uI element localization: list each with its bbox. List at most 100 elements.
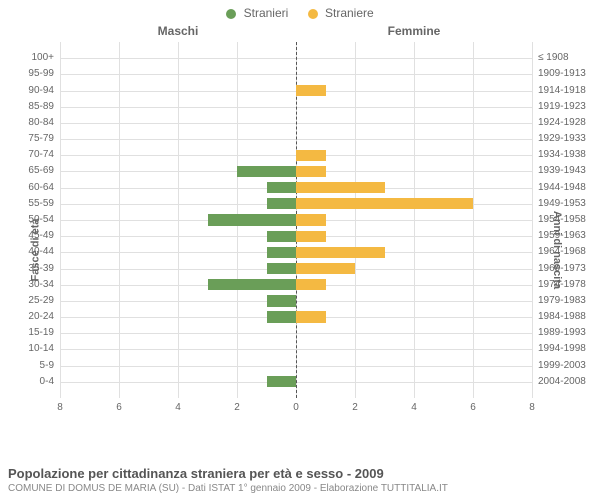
age-row: 0-42004-2008 <box>60 374 532 390</box>
chart-area: Maschi Femmine 100+≤ 190895-991909-19139… <box>60 24 532 418</box>
age-label: 80-84 <box>28 118 60 128</box>
bar-female <box>296 214 326 225</box>
bar-female <box>296 150 326 161</box>
caption: Popolazione per cittadinanza straniera p… <box>8 466 592 494</box>
age-row: 70-741934-1938 <box>60 147 532 163</box>
age-row: 55-591949-1953 <box>60 196 532 212</box>
legend-item-female: Straniere <box>308 6 374 20</box>
age-row: 10-141994-1998 <box>60 341 532 357</box>
age-row: 50-541954-1958 <box>60 212 532 228</box>
x-tick-label: 4 <box>411 402 417 413</box>
bar-male <box>267 376 297 387</box>
x-tick-label: 6 <box>470 402 476 413</box>
bar-female <box>296 166 326 177</box>
x-tick-label: 0 <box>293 402 299 413</box>
age-row: 85-891919-1923 <box>60 99 532 115</box>
bar-male <box>267 231 297 242</box>
legend-swatch-male <box>226 9 236 19</box>
age-label: 15-19 <box>28 328 60 338</box>
bar-female <box>296 85 326 96</box>
bar-female <box>296 311 326 322</box>
bar-male <box>267 295 297 306</box>
birth-year-label: 1939-1943 <box>532 166 586 176</box>
age-label: 20-24 <box>28 312 60 322</box>
bar-female <box>296 263 355 274</box>
birth-year-label: 1914-1918 <box>532 86 586 96</box>
birth-year-label: 1909-1913 <box>532 69 586 79</box>
age-label: 65-69 <box>28 166 60 176</box>
bar-female <box>296 247 385 258</box>
age-label: 75-79 <box>28 134 60 144</box>
legend-item-male: Stranieri <box>226 6 288 20</box>
bar-male <box>208 214 297 225</box>
birth-year-label: 2004-2008 <box>532 377 586 387</box>
birth-year-label: ≤ 1908 <box>532 53 569 63</box>
age-row: 100+≤ 1908 <box>60 50 532 66</box>
legend-label-female: Straniere <box>325 6 374 20</box>
bar-female <box>296 279 326 290</box>
birth-year-label: 1994-1998 <box>532 344 586 354</box>
age-label: 5-9 <box>40 361 60 371</box>
age-row: 20-241984-1988 <box>60 309 532 325</box>
birth-year-label: 1969-1973 <box>532 264 586 274</box>
birth-year-label: 1984-1988 <box>532 312 586 322</box>
age-row: 65-691939-1943 <box>60 163 532 179</box>
x-tick-label: 2 <box>352 402 358 413</box>
age-label: 10-14 <box>28 344 60 354</box>
bar-male <box>208 279 297 290</box>
bar-male <box>267 263 297 274</box>
age-row: 80-841924-1928 <box>60 115 532 131</box>
age-row: 25-291979-1983 <box>60 293 532 309</box>
legend-label-male: Stranieri <box>244 6 289 20</box>
bar-male <box>267 182 297 193</box>
age-label: 85-89 <box>28 102 60 112</box>
rows-container: 100+≤ 190895-991909-191390-941914-191885… <box>60 42 532 398</box>
birth-year-label: 1959-1963 <box>532 231 586 241</box>
age-label: 90-94 <box>28 86 60 96</box>
x-tick-label: 2 <box>234 402 240 413</box>
caption-title: Popolazione per cittadinanza straniera p… <box>8 466 592 481</box>
birth-year-label: 1979-1983 <box>532 296 586 306</box>
bar-female <box>296 182 385 193</box>
age-row: 60-641944-1948 <box>60 180 532 196</box>
birth-year-label: 1924-1928 <box>532 118 586 128</box>
x-tick-label: 4 <box>175 402 181 413</box>
bar-male <box>267 198 297 209</box>
birth-year-label: 1974-1978 <box>532 280 586 290</box>
bar-male <box>267 311 297 322</box>
caption-subtitle: COMUNE DI DOMUS DE MARIA (SU) - Dati IST… <box>8 483 592 494</box>
x-axis: 8 6 4 2 0 2 4 6 8 <box>60 400 532 418</box>
age-row: 95-991909-1913 <box>60 66 532 82</box>
birth-year-label: 1934-1938 <box>532 150 586 160</box>
age-label: 95-99 <box>28 69 60 79</box>
birth-year-label: 1919-1923 <box>532 102 586 112</box>
legend: Stranieri Straniere <box>0 0 600 20</box>
age-row: 75-791929-1933 <box>60 131 532 147</box>
birth-year-label: 1944-1948 <box>532 183 586 193</box>
age-label: 55-59 <box>28 199 60 209</box>
age-label: 30-34 <box>28 280 60 290</box>
legend-swatch-female <box>308 9 318 19</box>
birth-year-label: 1964-1968 <box>532 247 586 257</box>
age-row: 30-341974-1978 <box>60 277 532 293</box>
birth-year-label: 1999-2003 <box>532 361 586 371</box>
age-label: 0-4 <box>40 377 60 387</box>
bar-male <box>267 247 297 258</box>
column-title-female: Femmine <box>296 24 532 38</box>
age-row: 90-941914-1918 <box>60 82 532 98</box>
birth-year-label: 1954-1958 <box>532 215 586 225</box>
birth-year-label: 1949-1953 <box>532 199 586 209</box>
age-row: 35-391969-1973 <box>60 260 532 276</box>
age-label: 45-49 <box>28 231 60 241</box>
age-label: 40-44 <box>28 247 60 257</box>
x-tick-label: 6 <box>116 402 122 413</box>
age-label: 60-64 <box>28 183 60 193</box>
bar-female <box>296 231 326 242</box>
x-tick-label: 8 <box>57 402 63 413</box>
bar-male <box>237 166 296 177</box>
birth-year-label: 1989-1993 <box>532 328 586 338</box>
age-row: 40-441964-1968 <box>60 244 532 260</box>
x-tick-label: 8 <box>529 402 535 413</box>
age-label: 100+ <box>31 53 60 63</box>
age-label: 70-74 <box>28 150 60 160</box>
